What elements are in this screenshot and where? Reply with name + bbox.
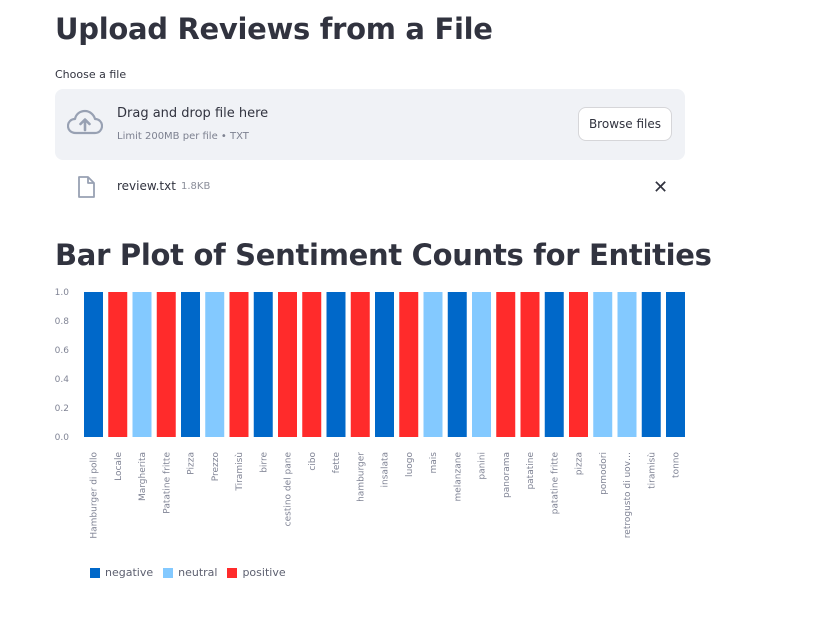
x-tick-label: patatine fritte	[550, 452, 560, 515]
bar-positive[interactable]	[156, 292, 176, 437]
bar-negative[interactable]	[84, 292, 103, 437]
legend-item-negative[interactable]: negative	[90, 566, 153, 579]
y-tick-label: 0.8	[55, 317, 70, 327]
bar-positive[interactable]	[520, 292, 540, 437]
x-tick-label: birre	[259, 452, 269, 473]
x-tick-label: cestino del pane	[284, 452, 294, 527]
bar-negative[interactable]	[375, 292, 394, 437]
uploaded-file-row: review.txt 1.8KB ✕	[55, 172, 685, 202]
bar-neutral[interactable]	[423, 292, 443, 437]
x-tick-label: tiramisù	[647, 452, 657, 489]
remove-file-icon[interactable]: ✕	[653, 177, 669, 198]
x-tick-label: Locale	[114, 452, 124, 481]
uploaded-file-size: 1.8KB	[181, 181, 211, 192]
y-tick-label: 1.0	[55, 288, 70, 298]
legend-item-positive[interactable]: positive	[227, 566, 286, 579]
legend-label-negative: negative	[105, 566, 154, 579]
bar-neutral[interactable]	[617, 292, 637, 437]
x-tick-label: Patatine fritte	[162, 452, 172, 514]
upload-section-title: Upload Reviews from a File	[55, 12, 493, 46]
legend-swatch-negative	[90, 567, 100, 578]
x-tick-label: insalata	[381, 452, 391, 487]
legend-label-neutral: neutral	[178, 566, 218, 579]
bar-positive[interactable]	[278, 292, 297, 437]
bar-neutral[interactable]	[472, 292, 491, 437]
x-tick-label: Hamburger di pollo	[90, 452, 100, 539]
x-tick-label: fette	[332, 452, 342, 474]
x-tick-label: panorama	[502, 452, 512, 498]
bar-positive[interactable]	[302, 292, 322, 437]
x-tick-label: tonno	[672, 452, 682, 478]
bar-negative[interactable]	[641, 292, 661, 437]
legend-item-neutral[interactable]: neutral	[163, 566, 217, 579]
bar-positive[interactable]	[496, 292, 516, 437]
file-dropzone[interactable]: Drag and drop file here Limit 200MB per …	[55, 89, 685, 160]
legend-label-positive: positive	[242, 566, 286, 579]
x-tick-label: patatine	[526, 452, 536, 490]
uploaded-file-name: review.txt	[117, 179, 176, 193]
bar-neutral[interactable]	[205, 292, 225, 437]
bar-negative[interactable]	[666, 292, 685, 437]
x-tick-label: pizza	[575, 452, 585, 475]
file-uploader-label: Choose a file	[55, 68, 127, 81]
bar-neutral[interactable]	[132, 292, 152, 437]
y-tick-label: 0.6	[55, 346, 70, 356]
y-tick-label: 0.4	[55, 375, 70, 385]
browse-files-button[interactable]: Browse files	[577, 107, 672, 141]
legend-swatch-neutral	[163, 567, 174, 578]
bar-negative[interactable]	[544, 292, 564, 437]
bar-negative[interactable]	[181, 292, 200, 437]
bar-positive[interactable]	[229, 292, 249, 437]
x-tick-label: cibo	[308, 452, 318, 471]
bar-negative[interactable]	[253, 292, 273, 437]
cloud-upload-icon	[66, 108, 104, 144]
x-tick-label: pomodori	[599, 452, 609, 495]
x-tick-label: Prezzo	[211, 452, 221, 482]
sentiment-bar-chart: 0.0 0.2 0.4 0.6 0.8 1.0 Hamburger di pollo Loca…	[55, 288, 685, 539]
file-icon	[77, 176, 95, 202]
x-tick-label: retrogusto di uov…	[623, 452, 633, 538]
x-tick-label: Pizza	[187, 452, 197, 475]
bar-negative[interactable]	[447, 292, 467, 437]
y-tick-label: 0.2	[55, 404, 69, 414]
dropzone-instructions: Drag and drop file here	[117, 106, 269, 121]
bar-positive[interactable]	[399, 292, 419, 437]
x-tick-label: melanzane	[453, 452, 463, 502]
legend-swatch-positive	[227, 567, 238, 578]
x-tick-label: hamburger	[356, 452, 366, 502]
y-tick-label: 0.0	[55, 433, 70, 443]
x-tick-label: Margherita	[138, 452, 148, 501]
bar-positive[interactable]	[108, 292, 128, 437]
bar-positive[interactable]	[569, 292, 588, 437]
x-tick-label: luogo	[405, 452, 415, 477]
x-tick-label: mais	[429, 452, 439, 474]
chart-legend: negative neutral positive	[90, 566, 286, 579]
bar-negative[interactable]	[326, 292, 346, 437]
chart-title: Bar Plot of Sentiment Counts for Entitie…	[55, 238, 712, 272]
x-tick-label: Tiramisù	[235, 452, 245, 492]
bar-neutral[interactable]	[593, 292, 613, 437]
dropzone-limit-text: Limit 200MB per file • TXT	[117, 131, 249, 142]
x-tick-label: panini	[478, 452, 488, 480]
bar-positive[interactable]	[350, 292, 370, 437]
